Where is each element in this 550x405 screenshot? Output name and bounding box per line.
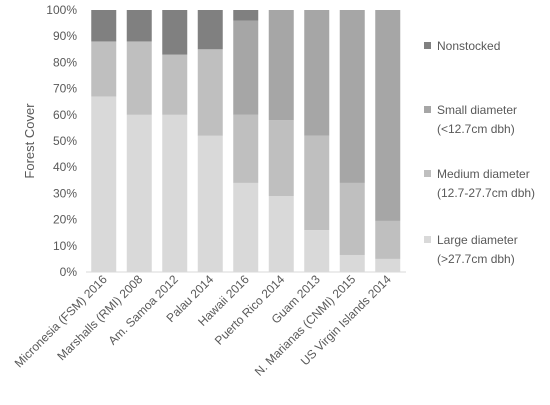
y-tick-label: 10% <box>53 239 77 253</box>
bar-segment <box>233 182 259 272</box>
bar-segment <box>126 10 152 42</box>
bar-segment <box>304 10 330 136</box>
legend-swatch <box>424 106 431 113</box>
bar-segment <box>268 120 294 197</box>
y-tick-label: 100% <box>46 3 77 17</box>
bar-segment <box>268 10 294 121</box>
bar-segment <box>304 230 330 272</box>
y-tick-label: 60% <box>53 108 77 122</box>
legend-label: Large diameter <box>437 233 518 247</box>
legend-swatch <box>424 170 431 177</box>
bar-segment <box>162 10 188 55</box>
legend-label: (<12.7cm dbh) <box>437 122 515 136</box>
bar-segment <box>233 10 259 21</box>
bar-segment <box>126 114 152 272</box>
legend-label: Nonstocked <box>437 39 500 53</box>
legend: Nonstocked Small diameter (<12.7cm dbh) Med… <box>424 39 535 266</box>
y-tick-label: 40% <box>53 160 77 174</box>
legend-swatch <box>424 236 431 243</box>
bar-segment <box>304 135 330 231</box>
legend-item: Medium diameter (12.7-27.7cm dbh) <box>424 167 535 200</box>
bar-segment <box>197 135 223 272</box>
y-tick-label: 0% <box>60 265 78 279</box>
legend-item: Nonstocked <box>424 39 500 53</box>
bar-segment <box>197 49 223 136</box>
bar-segment <box>91 96 117 273</box>
legend-label: (12.7-27.7cm dbh) <box>437 186 535 200</box>
bar-segment <box>339 182 365 255</box>
y-axis-ticks: 0% 10% 20% 30% 40% 50% 60% 70% 80% 90% 100% <box>46 3 77 279</box>
bar-segment <box>233 20 259 115</box>
legend-label: Small diameter <box>437 103 517 117</box>
legend-swatch <box>424 42 431 49</box>
y-tick-label: 20% <box>53 213 77 227</box>
bar-segment <box>375 10 401 221</box>
bar-segment <box>339 10 365 183</box>
bar-segment <box>162 114 188 272</box>
legend-item: Small diameter (<12.7cm dbh) <box>424 103 517 136</box>
legend-item: Large diameter (>27.7cm dbh) <box>424 233 518 266</box>
y-tick-label: 50% <box>53 134 77 148</box>
bar-segment <box>268 196 294 272</box>
bar-segment <box>375 258 401 272</box>
bar-segment <box>375 220 401 259</box>
bar-segment <box>91 10 117 42</box>
y-tick-label: 90% <box>53 29 77 43</box>
legend-label: Medium diameter <box>437 167 530 181</box>
y-tick-label: 80% <box>53 55 77 69</box>
bar-segment <box>126 41 152 115</box>
bar-segment <box>233 114 259 183</box>
y-tick-label: 30% <box>53 186 77 200</box>
bar-segment <box>197 10 223 50</box>
y-axis-title: Forest Cover <box>22 103 37 179</box>
legend-label: (>27.7cm dbh) <box>437 252 515 266</box>
bars <box>91 10 401 273</box>
bar-segment <box>91 41 117 97</box>
y-tick-label: 70% <box>53 82 77 96</box>
bar-segment <box>162 54 188 115</box>
bar-segment <box>339 254 365 272</box>
